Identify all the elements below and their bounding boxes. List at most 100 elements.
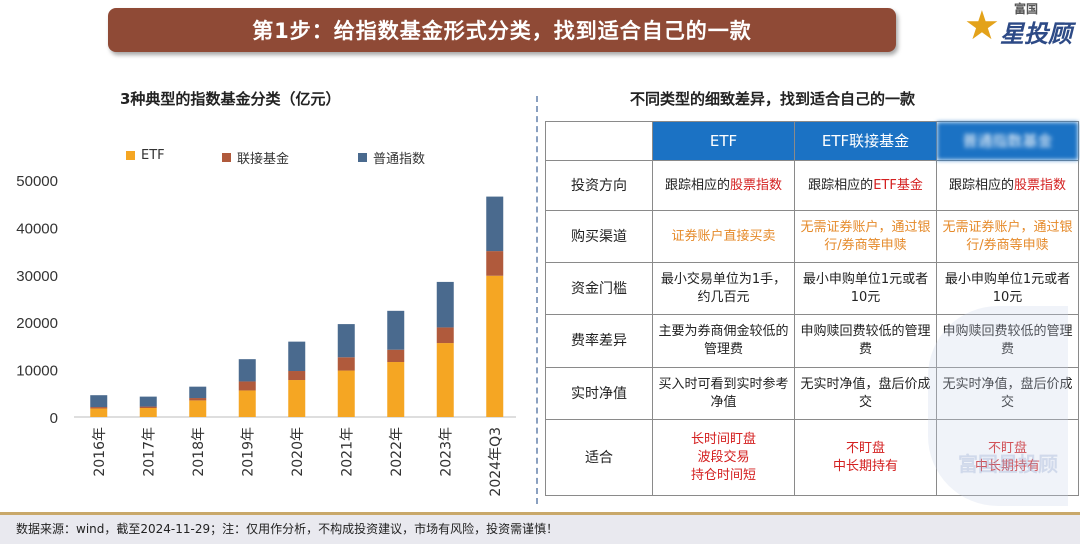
watermark-text: 富国星投顾: [958, 452, 1058, 476]
bar-segment: [139, 406, 157, 408]
table-row: 费率差异 主要为券商佣金较低的管理费 申购赎回费较低的管理费 申购赎回费较低的管…: [545, 314, 1079, 368]
bar-segment: [238, 381, 256, 391]
legend-link: 联接基金: [222, 148, 289, 167]
bar-segment: [139, 396, 157, 407]
bar-segment: [337, 324, 355, 358]
y-tick-label: 50000: [16, 173, 58, 190]
table-cell: 跟踪相应的股票指数: [652, 160, 795, 211]
section-divider: [536, 96, 538, 504]
bar-segment: [238, 359, 256, 382]
star-icon: ★: [964, 3, 1000, 49]
bars-group: [90, 196, 504, 417]
page-title-banner: 第1步：给指数基金形式分类，找到适合自己的一款: [108, 8, 896, 52]
table-row: 投资方向 跟踪相应的股票指数 跟踪相应的ETF基金 跟踪相应的股票指数: [545, 160, 1079, 211]
legend-normal: 普通指数: [358, 148, 425, 167]
bar-segment: [436, 327, 454, 344]
table-cell: 主要为券商佣金较低的管理费: [652, 314, 795, 368]
chart-title: 3种典型的指数基金分类（亿元）: [120, 90, 341, 108]
bar-segment: [189, 386, 207, 399]
row-label: 适合: [545, 419, 653, 496]
x-axis-labels: 2016年 2017年 2018年 2019年 2020年 2021年 2022年 2023年…: [92, 427, 504, 497]
bar-segment: [337, 357, 355, 371]
stacked-bar-chart: 50000 40000 30000 20000 10000 0 2016年 2017年 201…: [16, 173, 516, 497]
y-tick-label: 40000: [16, 220, 58, 237]
legend-label-link: 联接基金: [237, 152, 290, 167]
row-label: 投资方向: [545, 160, 653, 211]
table-cell: 无需证券账户，通过银行/券商等申赎: [936, 210, 1079, 263]
table-cell: 买入时可看到实时参考净值: [652, 367, 795, 420]
bar-segment: [139, 407, 157, 417]
row-label: 实时净值: [545, 367, 653, 420]
y-tick-label: 0: [50, 410, 58, 427]
watermark-shape: [928, 306, 1068, 506]
table-cell: 跟踪相应的股票指数: [936, 160, 1079, 211]
legend-swatch-link: [222, 153, 231, 162]
y-tick-label: 10000: [16, 363, 58, 380]
row-label: 购买渠道: [545, 210, 653, 263]
bar-segment: [189, 400, 207, 417]
table-cell: 证券账户直接买卖: [652, 210, 795, 263]
comparison-table: ETF ETF联接基金 普通指数基金 投资方向 跟踪相应的股票指数 跟踪相应的E…: [545, 121, 1079, 496]
bar-segment: [288, 380, 306, 417]
table-cell: 不盯盘 中长期持有: [936, 419, 1079, 496]
table-cell: 无需证券账户，通过银行/券商等申赎: [794, 210, 937, 263]
x-tick-label: 2016年: [92, 427, 108, 477]
bar-segment: [387, 362, 405, 417]
row-label: 费率差异: [545, 314, 653, 368]
table-row: 购买渠道 证券账户直接买卖 无需证券账户，通过银行/券商等申赎 无需证券账户，通…: [545, 210, 1079, 263]
bar-segment: [486, 251, 504, 276]
y-axis: 50000 40000 30000 20000 10000 0: [16, 173, 58, 427]
page-title: 第1步：给指数基金形式分类，找到适合自己的一款: [252, 19, 752, 43]
table-cell: 不盯盘 中长期持有: [794, 419, 937, 496]
bar-segment: [486, 275, 504, 417]
bar-segment: [288, 371, 306, 381]
table-cell: 申购赎回费较低的管理费: [794, 314, 937, 368]
header-etf: ETF: [652, 121, 795, 161]
x-tick-label: 2018年: [191, 427, 207, 477]
table-row: 适合 长时间盯盘 波段交易 持仓时间短 不盯盘 中长期持有 不盯盘 中长期持有: [545, 419, 1079, 496]
bar-segment: [436, 343, 454, 417]
bar-segment: [387, 310, 405, 350]
legend-label-etf: ETF: [141, 148, 165, 163]
legend-swatch-normal: [358, 153, 367, 162]
bar-segment: [436, 281, 454, 328]
y-tick-label: 30000: [16, 268, 58, 285]
bar-segment: [288, 341, 306, 372]
footer-disclaimer: 数据来源：wind，截至2024-11-29；注：仅用作分析，不构成投资建议，市…: [16, 521, 559, 536]
row-label: 资金门槛: [545, 262, 653, 315]
x-tick-label: 2024年Q3: [488, 427, 504, 497]
y-tick-label: 20000: [16, 315, 58, 332]
bar-segment: [238, 390, 256, 417]
bar-segment: [337, 370, 355, 417]
x-tick-label: 2022年: [389, 427, 405, 477]
legend-etf: ETF: [126, 148, 165, 163]
table-cell: 最小交易单位为1手，约几百元: [652, 262, 795, 315]
table-row: 资金门槛 最小交易单位为1手，约几百元 最小申购单位1元或者10元 最小申购单位…: [545, 262, 1079, 315]
bar-segment: [486, 196, 504, 252]
bar-segment: [387, 349, 405, 363]
header-link: ETF联接基金: [794, 121, 937, 161]
brand-name: 星投顾: [1000, 20, 1072, 48]
x-tick-label: 2017年: [141, 427, 157, 477]
table-title: 不同类型的细致差异，找到适合自己的一款: [630, 90, 916, 108]
footer: 数据来源：wind，截至2024-11-29；注：仅用作分析，不构成投资建议，市…: [0, 512, 1080, 544]
header-normal: 普通指数基金: [936, 121, 1079, 161]
bar-segment: [90, 407, 108, 409]
table-cell: 最小申购单位1元或者10元: [936, 262, 1079, 315]
table-cell: 长时间盯盘 波段交易 持仓时间短: [652, 419, 795, 496]
table-cell: 跟踪相应的ETF基金: [794, 160, 937, 211]
table-cell: 最小申购单位1元或者10元: [794, 262, 937, 315]
table-corner: [545, 121, 653, 161]
x-tick-label: 2020年: [290, 427, 306, 477]
bar-segment: [189, 398, 207, 401]
x-tick-label: 2021年: [339, 427, 355, 477]
bar-segment: [90, 408, 108, 417]
table-cell: 申购赎回费较低的管理费: [936, 314, 1079, 368]
footer-accent-line: [0, 512, 1080, 515]
x-tick-label: 2019年: [240, 427, 256, 477]
brand-sub-label: 富国: [1014, 2, 1039, 16]
table-header-row: ETF ETF联接基金 普通指数基金: [545, 121, 1079, 161]
table-cell: 无实时净值，盘后价成交: [794, 367, 937, 420]
legend-label-normal: 普通指数: [373, 152, 426, 167]
legend-swatch-etf: [126, 151, 135, 160]
